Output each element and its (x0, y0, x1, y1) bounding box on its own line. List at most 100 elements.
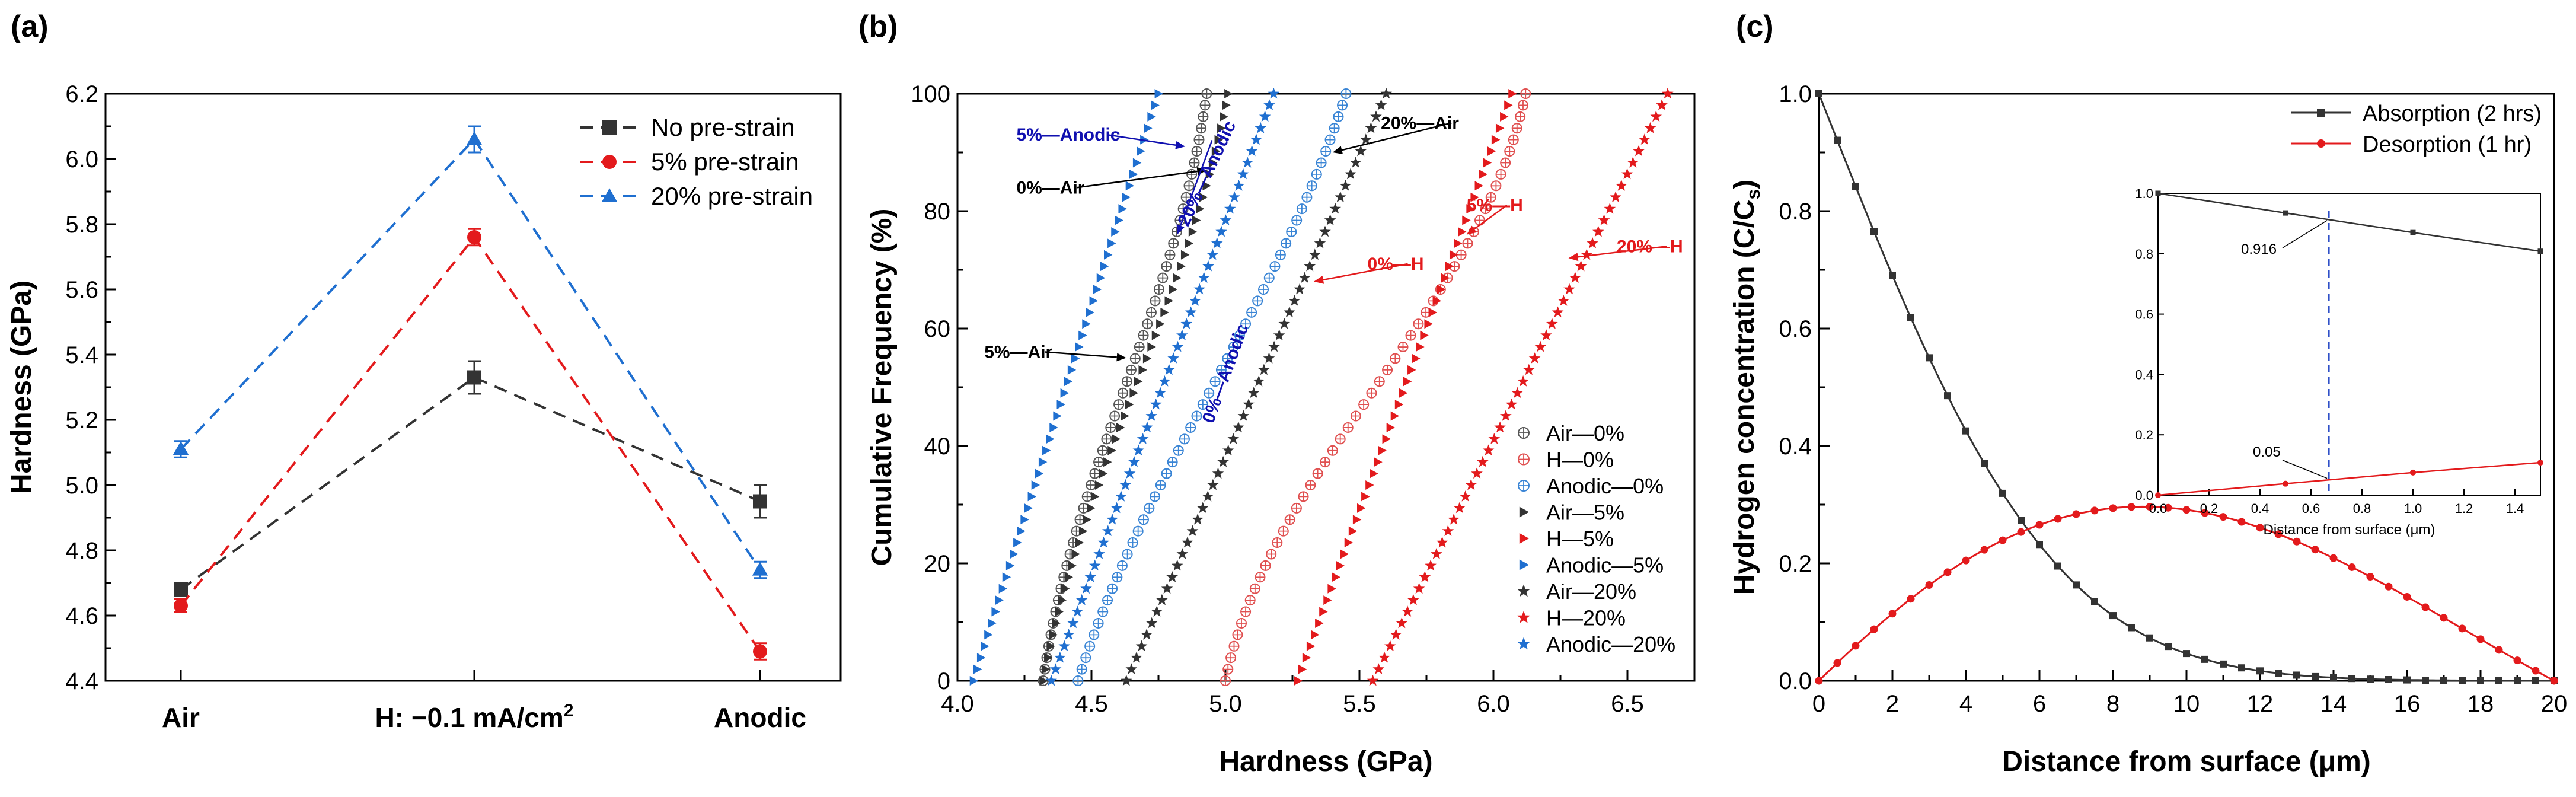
legend-label: Absorption (2 hrs) (2363, 101, 2542, 126)
marker-star (1189, 295, 1201, 306)
marker-star (1396, 617, 1408, 629)
data-point (1193, 134, 1205, 145)
marker-star (1627, 157, 1639, 168)
data-point (1250, 133, 1262, 145)
inset-x-tick-label: 0.6 (2302, 501, 2320, 516)
marker-triangle-right (1112, 434, 1121, 444)
legend-marker (2317, 139, 2325, 148)
marker-triangle-right (1151, 100, 1160, 110)
marker-triangle-right (1042, 664, 1051, 674)
marker-star (1141, 629, 1153, 640)
legend-label: H—0% (1546, 448, 1614, 472)
data-point (2403, 676, 2411, 684)
marker-circle (1888, 610, 1897, 618)
data-point (1072, 675, 1084, 686)
marker-star (1546, 317, 1558, 329)
data-point (1263, 99, 1275, 110)
marker-triangle-right (1087, 503, 1096, 513)
marker-square (2091, 598, 2098, 605)
marker-circle (2109, 504, 2117, 512)
inset-y-tick-label: 0.6 (2135, 307, 2153, 322)
data-point (1241, 157, 1254, 168)
data-point (2109, 504, 2117, 512)
x-tick-label: 2 (1886, 691, 1899, 717)
data-point (1147, 111, 1156, 122)
marker-star (1288, 295, 1301, 306)
data-point (1442, 525, 1454, 536)
data-point (1374, 376, 1385, 387)
data-point (1102, 525, 1114, 536)
data-point (1089, 629, 1100, 640)
data-point (1314, 237, 1326, 248)
data-point (1161, 261, 1172, 272)
marker-star (1278, 317, 1291, 329)
data-point (753, 494, 767, 509)
annotation-arrow-line (1473, 204, 1508, 230)
data-point (1042, 664, 1051, 674)
data-point (1815, 677, 1823, 685)
data-point (1284, 514, 1295, 525)
annotation-arrow-line (1342, 122, 1452, 151)
marker-star (1119, 479, 1132, 490)
marker-square (2073, 581, 2080, 589)
data-point (2165, 643, 2172, 651)
data-point (1155, 480, 1166, 490)
data-point (1448, 513, 1460, 525)
data-point (1517, 375, 1529, 387)
legend: No pre-strain 5% pre-strain 20% pre-strain (580, 113, 813, 210)
data-point (1118, 204, 1127, 214)
marker-triangle-right (1060, 388, 1070, 398)
marker-triangle-right (1078, 330, 1087, 340)
data-point (1202, 181, 1211, 191)
marker-star (1224, 202, 1236, 214)
data-point (1107, 445, 1116, 455)
data-point (2127, 503, 2136, 511)
data-point (1207, 479, 1219, 490)
marker-circle (2458, 624, 2466, 633)
data-point (1121, 411, 1129, 421)
marker-triangle-right (1466, 204, 1475, 214)
data-point (1220, 111, 1228, 122)
data-point (1161, 582, 1173, 594)
data-point (1195, 204, 1205, 214)
marker-triangle-right (1094, 480, 1104, 490)
data-point (2036, 541, 2043, 549)
marker-triangle-right (1519, 559, 1529, 570)
data-point (1132, 444, 1145, 456)
marker-triangle-right (1180, 250, 1190, 260)
data-point (1164, 296, 1173, 306)
data-point (1288, 295, 1301, 306)
data-point (1306, 180, 1317, 192)
inset-y-tick-label: 0.0 (2135, 488, 2153, 503)
data-point (1234, 330, 1245, 341)
data-point (1125, 663, 1138, 674)
marker-triangle-right (1222, 100, 1231, 110)
data-point (1071, 353, 1080, 364)
data-point (1327, 584, 1336, 594)
marker-circle (1870, 625, 1878, 633)
data-point (1329, 202, 1342, 214)
marker-square (2495, 677, 2502, 684)
marker-star (1662, 88, 1674, 99)
marker-star (1610, 191, 1621, 203)
data-point (1413, 582, 1425, 594)
data-point (1127, 537, 1138, 549)
marker-triangle-right (1129, 169, 1138, 179)
data-point (2183, 650, 2190, 658)
marker-circle (1943, 568, 1952, 576)
data-point (1113, 399, 1125, 410)
marker-circle (1925, 581, 1933, 589)
marker-star (1384, 640, 1396, 652)
data-point (2421, 603, 2430, 611)
marker-star (1128, 455, 1140, 467)
data-point (1358, 399, 1370, 410)
inset-des-point (2410, 469, 2416, 476)
marker-star (1145, 410, 1158, 421)
data-point (1500, 111, 1509, 122)
data-point (1212, 467, 1224, 479)
data-point (1115, 215, 1123, 225)
data-point (1656, 99, 1668, 110)
data-point (1441, 273, 1450, 283)
marker-square (2459, 677, 2466, 684)
